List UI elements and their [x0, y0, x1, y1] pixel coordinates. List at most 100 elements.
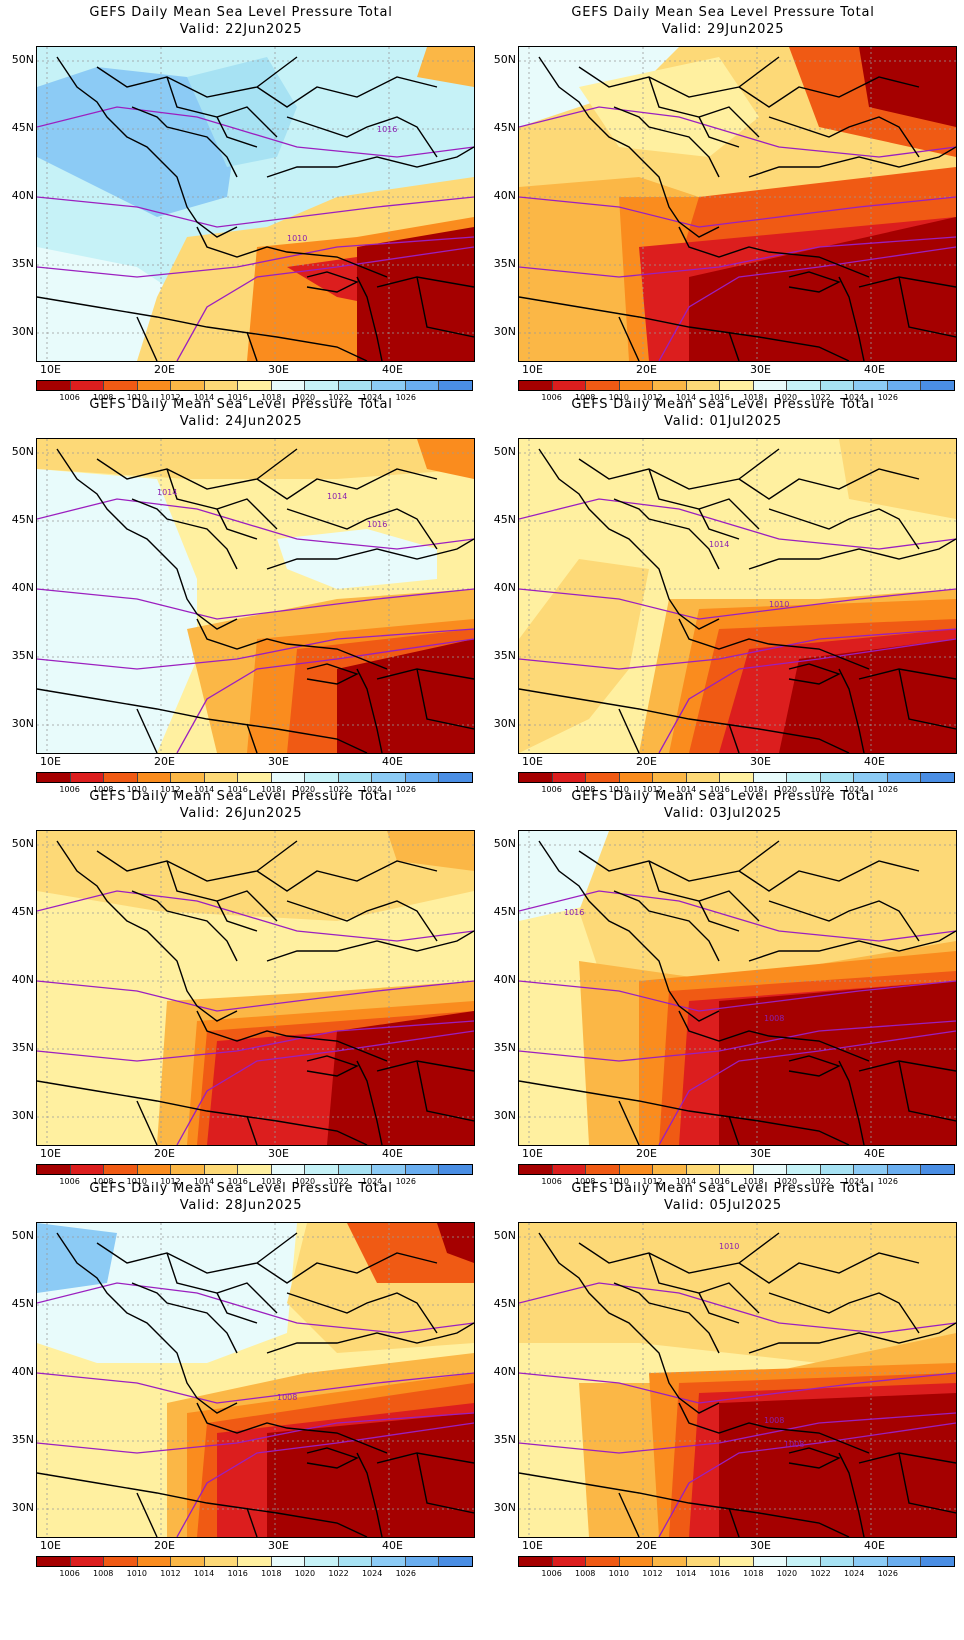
coastline-border	[728, 331, 740, 361]
coastline-border	[578, 1232, 780, 1274]
panel-valid-date: Valid: 29Jun2025	[661, 22, 785, 37]
map-svg: 1014 1010	[519, 439, 956, 753]
coastline-border	[613, 106, 720, 178]
colorbar-label: 1022	[328, 393, 349, 402]
coastline-border	[216, 1292, 258, 1324]
coastline-border	[37, 296, 368, 361]
coastline-border	[416, 1452, 474, 1514]
longitude-label: 10E	[40, 1147, 61, 1160]
coastline-border	[738, 76, 920, 108]
coastline-border	[306, 271, 359, 293]
colorbar-label: 1024	[843, 1177, 865, 1186]
pressure-fill-region	[689, 217, 956, 361]
pressure-fill-region	[719, 1393, 956, 1537]
pressure-fill-region	[37, 439, 474, 479]
coastline-border	[96, 448, 298, 490]
isobar-contour	[37, 1412, 474, 1454]
colorbar-label: 1016	[709, 1569, 730, 1578]
coastline-border	[738, 860, 920, 892]
coastline-border	[266, 1322, 474, 1354]
colorbar-label: 1006	[59, 393, 80, 402]
colorbar-swatch	[686, 1165, 721, 1174]
coastline-border	[578, 56, 780, 98]
colorbar-swatch	[787, 1165, 821, 1174]
longitude-label: 20E	[154, 1539, 175, 1552]
coastline-border	[96, 1232, 298, 1274]
colorbar-label: 1010	[608, 1569, 630, 1578]
latitude-label: 35N	[493, 257, 516, 270]
colorbar-swatch	[171, 1557, 205, 1566]
pressure-fill-region	[337, 639, 474, 753]
colorbar	[36, 1164, 473, 1175]
colorbar-label: 1016	[227, 1569, 248, 1578]
colorbar-label: 1008	[575, 785, 596, 794]
colorbar-label: 1024	[843, 785, 865, 794]
coastline-border	[37, 1472, 368, 1537]
colorbar-swatch	[204, 1165, 239, 1174]
colorbar-swatch	[552, 1165, 587, 1174]
pressure-map: 1016 1008	[518, 830, 957, 1146]
coastline-border	[216, 116, 258, 148]
isobar-contour	[37, 1020, 474, 1062]
latitude-label: 45N	[11, 1297, 34, 1310]
pressure-map	[518, 46, 957, 362]
colorbar-swatch	[305, 1557, 339, 1566]
colorbar-label: 1012	[642, 785, 663, 794]
colorbar-swatch	[238, 381, 272, 390]
coastline-border	[196, 1402, 388, 1454]
coastline-border	[286, 900, 438, 942]
colorbar-swatch	[204, 773, 239, 782]
isobar-label: 1010	[769, 600, 789, 609]
colorbar-swatch	[619, 773, 654, 782]
colorbar-swatch	[586, 1557, 620, 1566]
colorbar-label: 1026	[877, 393, 898, 402]
colorbar-swatch	[887, 381, 922, 390]
colorbar-swatch	[787, 773, 821, 782]
colorbar-swatch	[720, 773, 754, 782]
coastline-border	[728, 1115, 740, 1145]
coastline-border	[613, 1282, 720, 1354]
colorbar-swatch	[653, 1557, 687, 1566]
coastline-border	[738, 468, 920, 500]
colorbar-label: 1022	[328, 1569, 349, 1578]
colorbar-swatch	[921, 1165, 954, 1174]
pressure-fill-region	[417, 47, 474, 87]
colorbar-swatch	[338, 381, 373, 390]
isobar-contour	[37, 196, 474, 228]
coastline-border	[898, 1060, 956, 1122]
colorbar-swatch	[753, 1557, 788, 1566]
isobar-label: 1016	[564, 908, 584, 917]
latitude-label: 40N	[11, 973, 34, 986]
latitude-label: 35N	[11, 257, 34, 270]
isobar-label: 1014	[709, 540, 729, 549]
pressure-map	[36, 830, 475, 1146]
colorbar-swatch	[104, 1557, 138, 1566]
isobar-contour	[37, 588, 474, 620]
colorbar-swatch	[753, 381, 788, 390]
colorbar-label: 1020	[294, 1569, 316, 1578]
isobar-contour	[519, 498, 956, 550]
isobar-contour	[519, 890, 956, 942]
coastline-border	[196, 1010, 388, 1062]
colorbar-swatch	[305, 773, 339, 782]
latitude-label: 30N	[11, 1501, 34, 1514]
colorbar-swatch	[519, 773, 553, 782]
coastline-border	[96, 56, 298, 98]
coastline-border	[728, 1507, 740, 1537]
coastline-border	[728, 723, 740, 753]
map-panel: GEFS Daily Mean Sea Level Pressure Total…	[482, 0, 964, 410]
colorbar-label: 1010	[608, 393, 630, 402]
coastline-border	[613, 890, 720, 962]
colorbar-swatch	[552, 1557, 587, 1566]
coastline-border	[196, 618, 388, 670]
colorbar-swatch	[820, 773, 855, 782]
colorbar-swatch	[686, 381, 721, 390]
colorbar-swatch	[171, 773, 205, 782]
colorbar-label: 1020	[294, 393, 316, 402]
colorbar-swatch	[439, 773, 472, 782]
colorbar-swatch	[70, 381, 105, 390]
latitude-label: 30N	[493, 325, 516, 338]
coastline-border	[678, 618, 870, 670]
panel-valid-date: Valid: 22Jun2025	[179, 22, 303, 37]
colorbar-swatch	[720, 1165, 754, 1174]
